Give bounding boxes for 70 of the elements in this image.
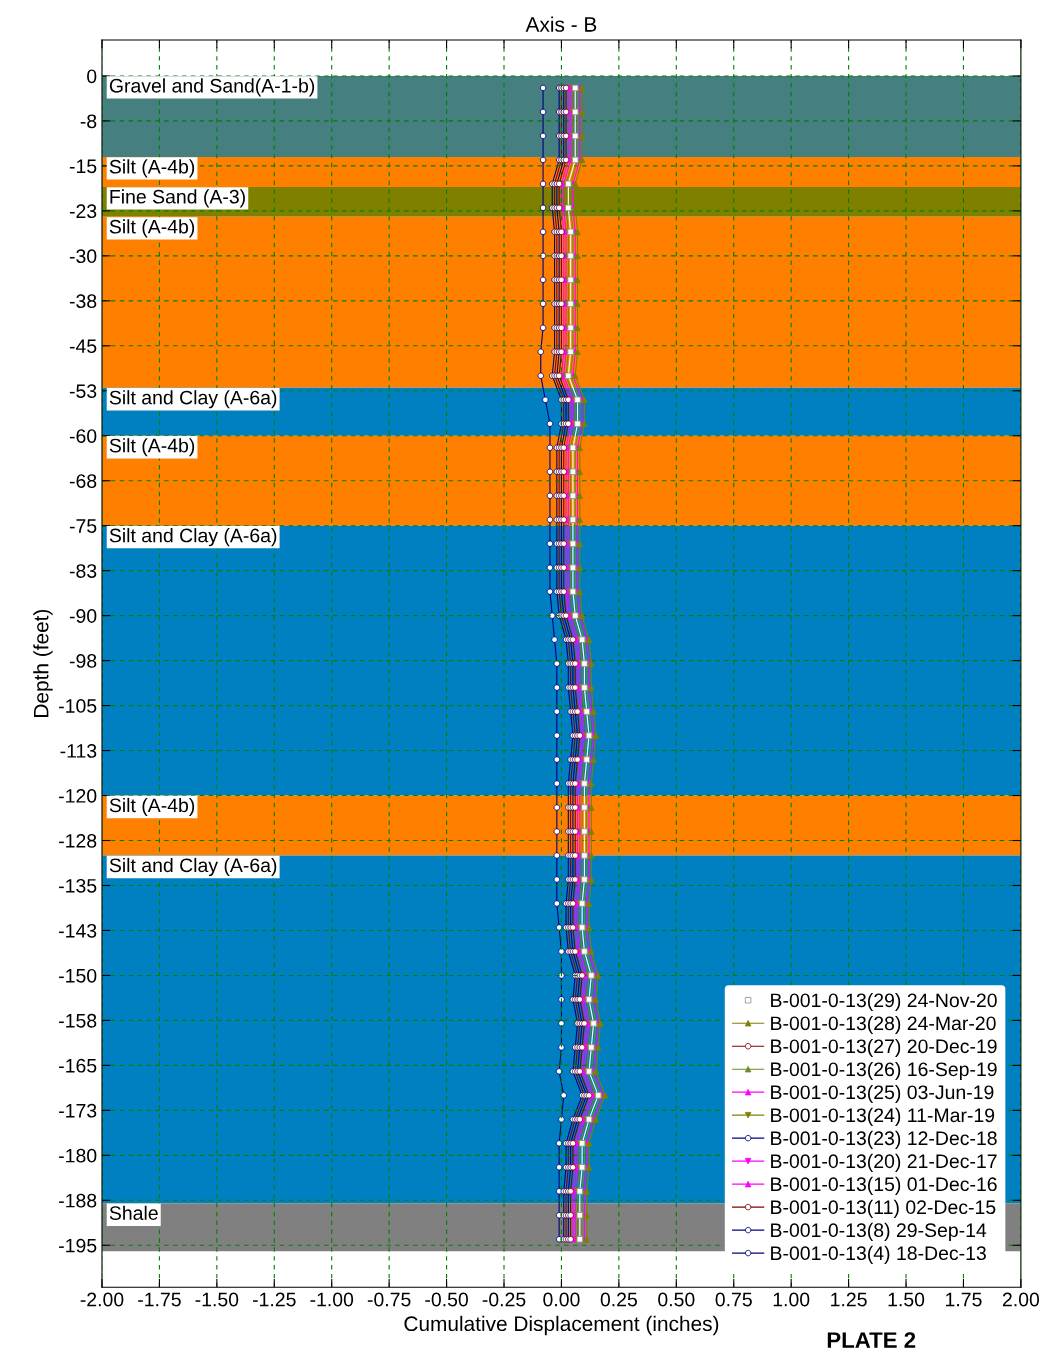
band-label: Fine Sand (A-3) <box>110 189 245 208</box>
y-axis-title: Depth (feet) <box>33 609 53 717</box>
y-tick-label: -143 <box>59 923 97 938</box>
y-tick-label: -150 <box>59 968 97 983</box>
y-tick-label: -38 <box>69 294 97 309</box>
y-tick-label: -113 <box>60 744 97 758</box>
band-label: Silt and Clay (A-6a) <box>109 390 277 409</box>
y-tick-label: -45 <box>69 339 97 354</box>
legend-label: B-001-0-13(26) 16-Sep-19 <box>771 1061 997 1081</box>
y-tick-label: -165 <box>59 1058 97 1073</box>
legend-label: B-001-0-13(27) 20-Dec-19 <box>771 1038 997 1058</box>
legend-label: B-001-0-13(25) 03-Jun-19 <box>771 1084 994 1103</box>
band-label: Silt (A-4b) <box>109 159 195 178</box>
legend-label: B-001-0-13(29) 24-Nov-20 <box>771 992 997 1012</box>
y-tick-label: -173 <box>59 1103 97 1118</box>
legend-label: B-001-0-13(11) 02-Dec-15 <box>771 1199 996 1218</box>
y-tick-label: -83 <box>69 564 97 578</box>
x-tick-label: -0.50 <box>425 1292 468 1307</box>
x-tick-label: -0.25 <box>482 1292 526 1307</box>
band-label: Silt (A-4b) <box>109 438 195 457</box>
x-tick-label: 0.00 <box>543 1292 580 1307</box>
text: PLATE 2 <box>827 1332 916 1348</box>
x-tick-label: -0.75 <box>367 1292 411 1307</box>
legend-label: B-001-0-13(24) 11-Mar-19 <box>771 1107 995 1126</box>
x-tick-label: 1.00 <box>773 1292 810 1307</box>
y-tick-label: -180 <box>59 1148 97 1163</box>
legend-label: B-001-0-13(4) 18-Dec-13 <box>771 1245 986 1264</box>
band-label: Shale <box>109 1205 158 1220</box>
y-tick-label: 0 <box>87 69 97 84</box>
x-tick-label: -1.00 <box>310 1292 354 1307</box>
y-tick-label: -195 <box>59 1238 97 1253</box>
band-label: Silt (A-4b) <box>109 219 195 238</box>
x-axis-title: Cumulative Displacement (inches) <box>404 1315 719 1336</box>
legend-label: B-001-0-13(23) 12-Dec-18 <box>771 1130 997 1149</box>
y-tick-label: -75 <box>69 519 97 533</box>
x-tick-label: 1.75 <box>946 1292 982 1307</box>
legend-label: B-001-0-13(8) 29-Sep-14 <box>771 1222 987 1241</box>
legend-label: B-001-0-13(28) 24-Mar-20 <box>771 1015 996 1035</box>
legend-label: B-001-0-13(20) 21-Dec-17 <box>771 1153 997 1172</box>
band-label: Silt (A-4b) <box>109 797 195 817</box>
y-tick-label: -23 <box>69 204 97 219</box>
y-tick-label: -15 <box>69 159 97 174</box>
y-tick-label: -98 <box>69 654 97 668</box>
y-tick-label: -68 <box>69 474 97 488</box>
band-label: Silt and Clay (A-6a) <box>109 857 277 877</box>
y-tick-label: -120 <box>59 789 97 803</box>
x-tick-label: -1.25 <box>252 1292 296 1307</box>
y-tick-label: -8 <box>80 114 97 129</box>
chart-title: Axis - B <box>525 16 597 32</box>
y-tick-label: -60 <box>69 429 97 443</box>
legend-label: B-001-0-13(15) 01-Dec-16 <box>771 1176 997 1195</box>
x-tick-label: -1.75 <box>138 1292 181 1307</box>
y-tick-label: -135 <box>59 878 97 893</box>
y-tick-label: -53 <box>69 384 97 399</box>
x-tick-label: 0.25 <box>600 1292 637 1307</box>
y-tick-label: -188 <box>59 1193 97 1208</box>
y-tick-label: -30 <box>69 249 97 264</box>
x-tick-label: -1.50 <box>195 1292 239 1307</box>
x-tick-label: 1.50 <box>888 1292 925 1307</box>
band-label: Silt and Clay (A-6a) <box>109 528 277 547</box>
x-tick-label: -2.00 <box>80 1292 124 1307</box>
band-label: Gravel and Sand(A-1-b) <box>109 78 315 97</box>
y-tick-label: -158 <box>59 1013 97 1028</box>
x-tick-label: 0.50 <box>658 1292 695 1307</box>
y-tick-label: -90 <box>69 609 97 623</box>
y-tick-label: -105 <box>59 699 97 713</box>
x-tick-label: 1.25 <box>831 1292 867 1307</box>
x-tick-label: 0.75 <box>715 1292 752 1307</box>
x-tick-label: 2.00 <box>1002 1292 1040 1307</box>
y-tick-label: -128 <box>59 833 97 848</box>
